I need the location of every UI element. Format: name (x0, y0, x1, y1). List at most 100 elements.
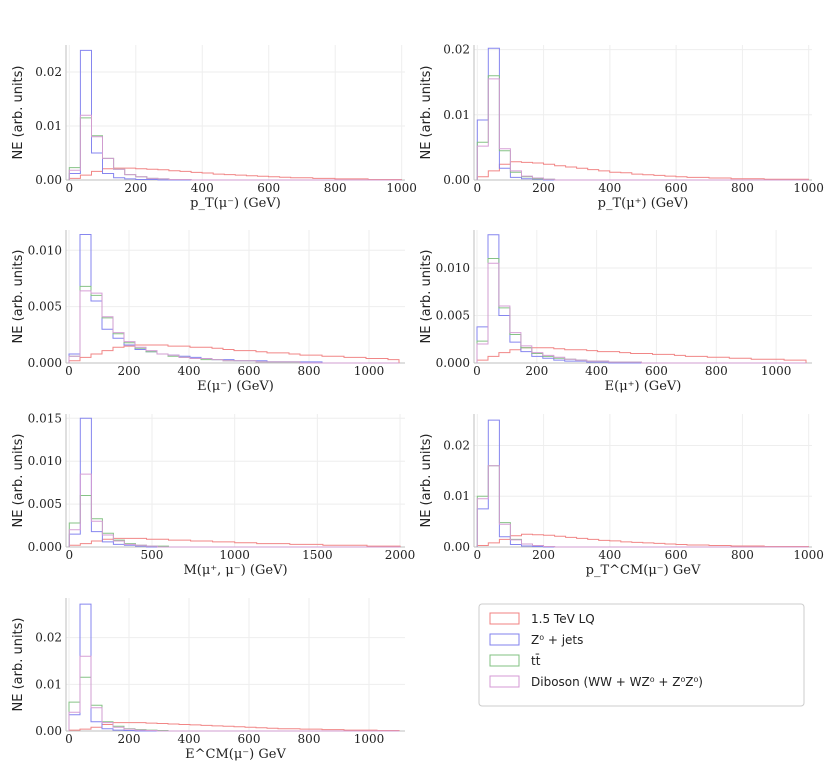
histogram-series-tt (476, 465, 809, 548)
x-tick-label: 0 (65, 732, 73, 746)
y-tick-label: 0.02 (35, 631, 62, 645)
histogram-panel-7: 0 200 400 600 800 1000 0.00 0.01 0.02 E^CM(μ⁻) Ge… (11, 598, 405, 762)
legend-swatch-z (489, 633, 520, 646)
x-tick-label: 0 (66, 181, 74, 195)
x-tick-label: 1000 (354, 364, 385, 378)
legend-swatch-dib (489, 675, 520, 688)
x-tick-label: 800 (298, 364, 321, 378)
legend-label-lq: 1.5 TeV LQ (531, 612, 595, 626)
y-tick-label: 0.01 (443, 489, 470, 503)
x-tick-label: 0 (473, 181, 481, 195)
x-tick-label: 400 (178, 732, 201, 746)
x-tick-label: 400 (585, 364, 608, 378)
x-tick-label: 500 (141, 548, 164, 562)
histogram-series-tt (476, 75, 809, 181)
histogram-series-z (68, 234, 399, 364)
legend-label-z: Z⁰ + jets (531, 633, 583, 647)
y-tick-label: 0.005 (436, 309, 470, 323)
y-tick-label: 0.01 (443, 108, 470, 122)
y-tick-label: 0.02 (443, 438, 470, 452)
histogram-series-z (68, 603, 399, 732)
histogram-series-tt (68, 285, 399, 364)
x-tick-label: 1000 (793, 548, 824, 562)
x-axis-label: E^CM(μ⁻) GeV (185, 747, 286, 762)
histogram-series-dib (476, 262, 806, 364)
histogram-series-dib (68, 290, 399, 364)
histogram-panel-3: 0 200 400 600 800 1000 0.000 0.005 0.010 E(μ⁻) (G… (11, 230, 405, 394)
legend-label-tt: tt̄ (531, 654, 541, 668)
y-axis-label: NE (arb. units) (419, 433, 434, 527)
y-axis-label: NE (arb. units) (11, 617, 26, 711)
x-tick-label: 600 (645, 364, 668, 378)
x-tick-label: 800 (731, 181, 754, 195)
y-axis-label: NE (arb. units) (419, 65, 434, 159)
histogram-series-lq (476, 161, 809, 180)
x-tick-label: 600 (665, 548, 688, 562)
x-axis-label: p_T(μ⁺) (GeV) (598, 196, 689, 211)
x-tick-label: 200 (532, 548, 555, 562)
histogram-series-lq (68, 537, 401, 547)
histogram-series-tt (476, 258, 806, 364)
x-tick-label: 800 (731, 548, 754, 562)
y-tick-label: 0.000 (28, 356, 62, 370)
y-tick-label: 0.000 (28, 540, 62, 554)
x-tick-label: 1000 (386, 181, 417, 195)
histogram-series-dib (476, 78, 809, 181)
y-tick-label: 0.010 (436, 261, 470, 275)
y-tick-label: 0.010 (28, 454, 62, 468)
x-tick-label: 1000 (354, 732, 385, 746)
histogram-series-lq (476, 533, 809, 547)
x-tick-label: 600 (257, 181, 280, 195)
x-tick-label: 800 (324, 181, 347, 195)
x-tick-label: 0 (65, 364, 73, 378)
histogram-series-lq (476, 347, 807, 363)
histogram-panel-6: 0 200 400 600 800 1000 0.00 0.01 0.02 p_T^CM(μ⁻) … (419, 414, 824, 578)
x-axis-label: p_T(μ⁻) (GeV) (190, 196, 281, 211)
y-tick-label: 0.00 (35, 724, 62, 738)
histogram-series-z (476, 419, 809, 548)
y-axis-label: NE (arb. units) (11, 65, 26, 159)
x-tick-label: 1500 (302, 548, 333, 562)
x-tick-label: 800 (705, 364, 728, 378)
x-tick-label: 2000 (385, 548, 416, 562)
histogram-panel-4: 0 200 400 600 800 1000 0.000 0.005 0.010 E(μ⁺) (G… (419, 230, 812, 394)
y-tick-label: 0.01 (35, 677, 62, 691)
histogram-series-z (68, 49, 402, 181)
y-axis-label: NE (arb. units) (11, 433, 26, 527)
legend-label-dib: Diboson (WW + WZ⁰ + Z⁰Z⁰) (531, 675, 703, 689)
legend-swatch-tt (489, 654, 520, 667)
x-tick-label: 200 (124, 181, 147, 195)
y-tick-label: 0.00 (443, 173, 470, 187)
x-tick-label: 400 (178, 364, 201, 378)
legend-box (478, 603, 805, 707)
x-axis-label: E(μ⁺) (GeV) (605, 379, 682, 394)
y-tick-label: 0.005 (28, 300, 62, 314)
x-tick-label: 800 (298, 732, 321, 746)
x-tick-label: 200 (118, 732, 141, 746)
y-tick-label: 0.015 (28, 411, 62, 425)
x-tick-label: 200 (118, 364, 141, 378)
legend: 1.5 TeV LQ Z⁰ + jets tt̄ Diboson (WW + WZ⁰ … (478, 603, 805, 707)
x-tick-label: 400 (191, 181, 214, 195)
x-tick-label: 400 (598, 548, 621, 562)
x-tick-label: 600 (238, 732, 261, 746)
x-tick-label: 0 (65, 548, 73, 562)
x-tick-label: 1000 (219, 548, 250, 562)
y-axis-label: NE (arb. units) (419, 249, 434, 343)
histogram-series-z (476, 47, 809, 181)
histogram-panel-1: 0 200 400 600 800 1000 0.00 0.01 0.02 p_T(μ⁻) (Ge… (11, 45, 417, 211)
y-axis-label: NE (arb. units) (11, 249, 26, 343)
x-tick-label: 400 (598, 181, 621, 195)
histogram-series-tt (68, 117, 402, 181)
y-tick-label: 0.010 (28, 243, 62, 257)
x-tick-label: 200 (532, 181, 555, 195)
histogram-series-z (476, 234, 806, 364)
y-tick-label: 0.02 (443, 43, 470, 57)
x-tick-label: 200 (525, 364, 548, 378)
histogram-panel-2: 0 200 400 600 800 1000 0.00 0.01 0.02 p_T(μ⁺) (Ge… (419, 43, 824, 211)
y-tick-label: 0.02 (35, 65, 62, 79)
y-tick-label: 0.000 (436, 356, 470, 370)
histogram-panel-5: 0 500 1000 1500 2000 0.000 0.005 0.010 0.015 M(μ⁺… (11, 411, 415, 578)
x-tick-label: 0 (473, 548, 481, 562)
